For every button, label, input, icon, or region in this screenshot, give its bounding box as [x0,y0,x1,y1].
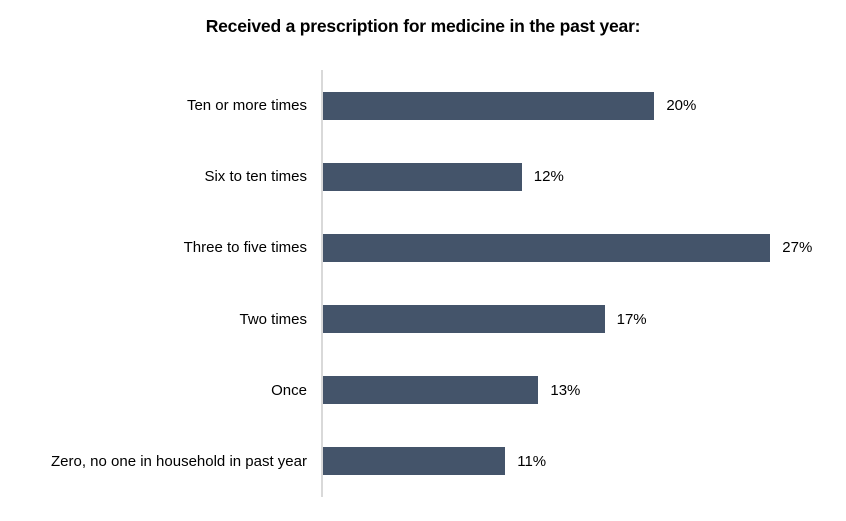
value-label: 20% [666,97,697,115]
bar-row: Ten or more times 20% [0,70,820,142]
bar-row: Once 13% [0,354,820,426]
category-label: Zero, no one in household in past year [50,452,307,470]
category-label: Once [271,381,307,399]
bar-track: 12% [321,141,820,213]
bar-row: Zero, no one in household in past year 1… [0,425,820,498]
value-label: 17% [616,310,647,328]
bar-track: 17% [321,283,820,355]
bar [323,162,522,191]
bar-track: 20% [321,70,820,142]
value-label: 11% [517,452,547,470]
bar [323,91,655,120]
value-label: 27% [782,239,813,257]
bar-row: Six to ten times 12% [0,141,820,213]
bar-row: Three to five times 27% [0,212,820,284]
chart-title: Received a prescription for medicine in … [205,16,641,36]
bar [323,447,506,476]
plot-area: Ten or more times 20% Six to ten times 1… [0,70,820,498]
bar [323,376,539,405]
category-label: Two times [239,310,307,328]
bar [323,305,605,334]
bar-track: 27% [321,212,820,284]
category-label: Six to ten times [204,168,307,186]
bar-track: 11% [321,425,820,498]
bar [323,233,771,262]
bar-row: Two times 17% [0,283,820,355]
value-label: 12% [533,168,564,186]
value-label: 13% [550,381,581,399]
bar-track: 13% [321,354,820,426]
category-label: Ten or more times [186,97,307,115]
category-label: Three to five times [183,239,307,257]
